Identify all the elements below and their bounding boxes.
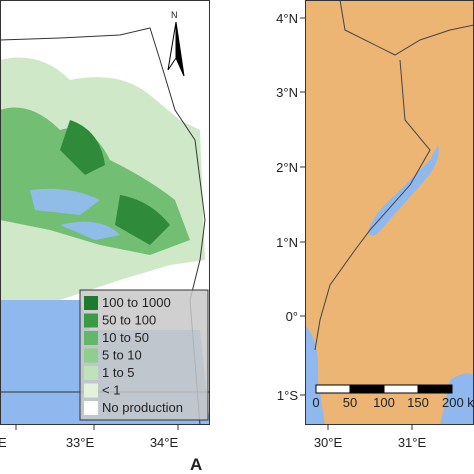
north-label: N [171,10,178,20]
legend-swatch [84,296,98,310]
x-label: E [0,435,7,450]
left-map: N 100 to 1000 50 to 100 10 to 50 5 to 10 1 t… [0,0,210,426]
x-label: 30°E [314,435,343,450]
legend-label: 5 to 10 [102,348,142,363]
map-frame [0,0,210,425]
y-label: 4°N [276,11,298,26]
y-label: 0° [286,309,298,324]
legend-label: 10 to 50 [102,330,149,345]
lake-victoria [305,325,474,425]
scale-segment [383,384,419,394]
legend-swatch [84,331,98,345]
right-map: 0 50 100 150 200 k [305,0,474,425]
legend-swatch [84,366,98,380]
left-x-axis: E 33°E 34°E [0,425,179,450]
legend-label: No production [102,400,183,415]
scale-label: 150 [407,395,429,410]
legend-label: 100 to 1000 [102,295,171,310]
x-label: 34°E [150,435,179,450]
x-label: 31°E [398,435,427,450]
legend-swatch [84,348,98,363]
legend-label: < 1 [102,383,120,398]
lake [30,188,120,240]
y-label: 3°N [276,85,298,100]
scale-labels: 0 50 100 150 200 k [312,395,474,410]
panel-label: A [190,455,202,474]
legend-label: 1 to 5 [102,365,135,380]
y-label: 2°N [276,160,298,175]
scale-segment [349,384,385,394]
production-core [60,120,170,245]
border [0,27,206,426]
scale-label: 0 [312,395,319,410]
y-label: 1°N [276,235,298,250]
legend-swatch [84,401,98,415]
right-y-axis: 4°N 3°N 2°N 1°N 0° 1°S [276,11,305,403]
border [314,0,474,351]
scale-label: 50 [343,395,357,410]
legend-swatch [84,313,98,328]
north-arrow [175,21,185,77]
legend-box [79,289,209,421]
right-x-axis: 30°E 31°E [314,425,427,450]
scale-segment [315,384,351,394]
legend-label: 50 to 100 [102,313,156,328]
scale-segment [417,384,453,394]
scale-label: 200 k [442,395,474,410]
legend: 100 to 1000 50 to 100 10 to 50 5 to 10 1 to … [84,295,183,415]
scale-label: 100 [373,395,395,410]
legend-swatch [84,383,98,398]
x-label: 33°E [66,435,95,450]
y-label: 1°S [277,388,298,403]
